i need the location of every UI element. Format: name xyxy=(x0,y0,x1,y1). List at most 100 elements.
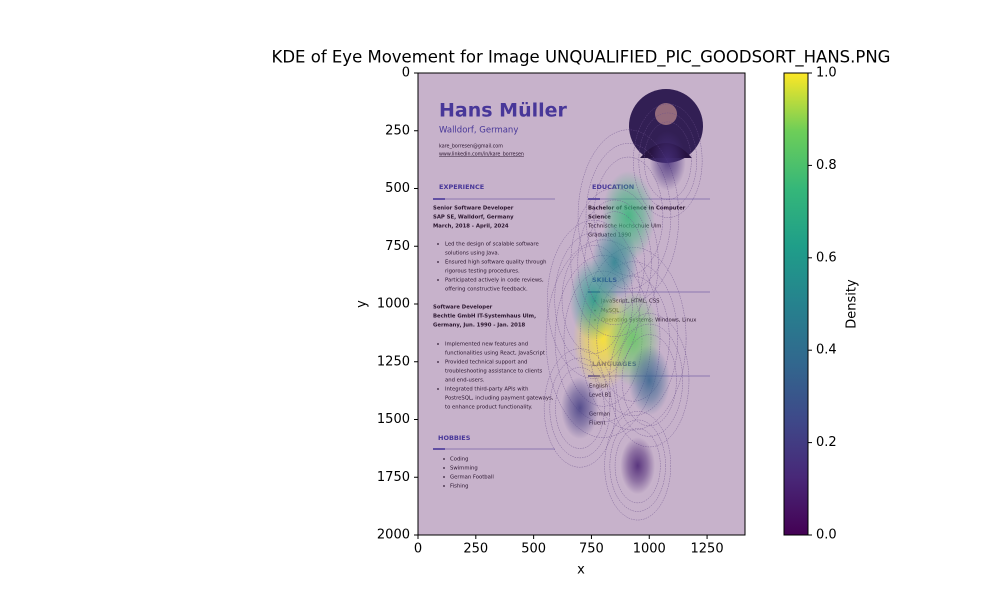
x-tick-label: 1250 xyxy=(691,542,724,557)
contour xyxy=(547,220,641,379)
colorbar-label: Density xyxy=(845,279,860,329)
plot-area: Hans Müller Walldorf, Germany kare_borrese… xyxy=(418,73,745,535)
resume-text: Bechtle GmbH IT-Systemhaus Ulm, xyxy=(433,314,536,320)
resume-text: SAP SE, Walldorf, Germany xyxy=(433,215,514,221)
resume-text: German Football xyxy=(450,475,494,481)
contour xyxy=(577,199,652,326)
y-tick-label: 1000 xyxy=(377,297,410,312)
colorbar-tick-label: 0.8 xyxy=(816,158,837,173)
resume-text: Software Developer xyxy=(433,305,493,311)
contour xyxy=(621,334,677,427)
contour xyxy=(593,156,664,276)
contour xyxy=(561,245,626,354)
bullet xyxy=(443,467,445,469)
bullet xyxy=(443,476,445,478)
x-axis-label: x xyxy=(577,563,585,578)
resume-text: Senior Software Developer xyxy=(433,206,514,212)
resume-text: Provided technical support and xyxy=(445,360,527,366)
resume-text: Coding xyxy=(450,457,469,463)
y-tick-label: 2000 xyxy=(377,528,410,543)
resume-text: Walldorf, Germany xyxy=(439,126,518,136)
colorbar-tick-label: 0.6 xyxy=(816,250,837,265)
contour xyxy=(554,232,633,367)
resume-text: Participated actively in code reviews, xyxy=(445,278,544,284)
density-peak xyxy=(561,376,599,440)
bullet xyxy=(443,458,445,460)
resume-text: Ensured high software quality through xyxy=(445,260,546,266)
contour xyxy=(638,112,697,209)
bullet xyxy=(437,388,439,390)
colorbar-tick-label: 1.0 xyxy=(816,66,837,81)
x-tick-label: 250 xyxy=(463,542,488,557)
density-peak xyxy=(649,130,686,191)
colorbar-tick-label: 0.4 xyxy=(816,343,837,358)
resume-text: rigorous testing procedures. xyxy=(445,269,520,275)
y-axis-label: y xyxy=(355,300,370,308)
colorbar-tick-label: 0.2 xyxy=(816,435,837,450)
resume-text: German xyxy=(589,412,610,418)
y-tick-label: 0 xyxy=(402,66,410,81)
y-tick-label: 1750 xyxy=(377,470,410,485)
y-tick-label: 1500 xyxy=(377,412,410,427)
resume-link: www.linkedin.com/in/kare_borresen xyxy=(439,152,524,158)
contour xyxy=(615,323,683,437)
resume-text: Hans Müller xyxy=(439,100,568,122)
contour xyxy=(604,411,671,521)
x-tick-label: 500 xyxy=(521,542,546,557)
contour xyxy=(644,121,692,200)
y-tick-label: 500 xyxy=(385,181,410,196)
resume-text: to enhance product functionality. xyxy=(445,405,533,411)
resume-text: Germany, Jun. 1990 - Jan. 2018 xyxy=(433,323,526,329)
contour xyxy=(570,188,659,337)
contour xyxy=(614,428,661,504)
resume-text: functionalities using React, JavaScript xyxy=(445,351,545,357)
resume-text: EXPERIENCE xyxy=(439,183,484,191)
resume-text: and end-users. xyxy=(445,378,485,384)
resume-text: Implemented new features and xyxy=(445,342,528,348)
x-tick-label: 1000 xyxy=(633,542,666,557)
y-tick-label: 250 xyxy=(385,123,410,138)
bullet xyxy=(437,343,439,345)
contour xyxy=(549,357,611,459)
x-tick-label: 0 xyxy=(414,542,422,557)
colorbar xyxy=(783,72,809,536)
resume-text: Fluent xyxy=(589,421,606,427)
contour xyxy=(609,419,666,512)
contour xyxy=(577,129,679,303)
density-peak xyxy=(620,437,656,495)
resume-text: troubleshooting assistance to clients xyxy=(445,369,542,375)
bullet xyxy=(437,361,439,363)
contour xyxy=(584,211,645,314)
contour xyxy=(585,143,672,290)
resume-text: solutions using Java. xyxy=(445,251,500,257)
resume-text: Science xyxy=(588,215,611,221)
photo-face xyxy=(655,103,677,125)
bullet xyxy=(437,243,439,245)
bullet xyxy=(437,279,439,281)
bullet xyxy=(437,261,439,263)
resume-text: offering constructive feedback. xyxy=(445,287,528,293)
resume-text: HOBBIES xyxy=(438,434,471,442)
resume-text: Swimming xyxy=(450,466,478,472)
contour xyxy=(555,367,605,449)
bullet xyxy=(443,485,445,487)
resume-text: kare_borresen@gmail.com xyxy=(439,144,503,150)
y-tick-label: 750 xyxy=(385,239,410,254)
resume-text: Fishing xyxy=(450,484,468,490)
colorbar-tick-label: 0.0 xyxy=(816,528,837,543)
x-tick-label: 750 xyxy=(579,542,604,557)
resume-text: PostreSQL, including payment gateways, xyxy=(445,396,554,402)
contour xyxy=(633,103,703,218)
chart-title: KDE of Eye Movement for Image UNQUALIFIE… xyxy=(272,48,891,68)
resume-text: Integrated third-party APIs with xyxy=(445,387,528,393)
density-peak xyxy=(591,223,638,302)
photo xyxy=(629,89,703,163)
contour xyxy=(609,313,690,448)
resume-text: March, 2018 - April, 2024 xyxy=(433,224,509,230)
resume-text: Level B1 xyxy=(589,393,612,399)
y-tick-label: 1250 xyxy=(377,354,410,369)
contour xyxy=(543,348,616,468)
density-peak xyxy=(628,345,671,416)
resume-text: Led the design of scalable software xyxy=(445,242,539,248)
